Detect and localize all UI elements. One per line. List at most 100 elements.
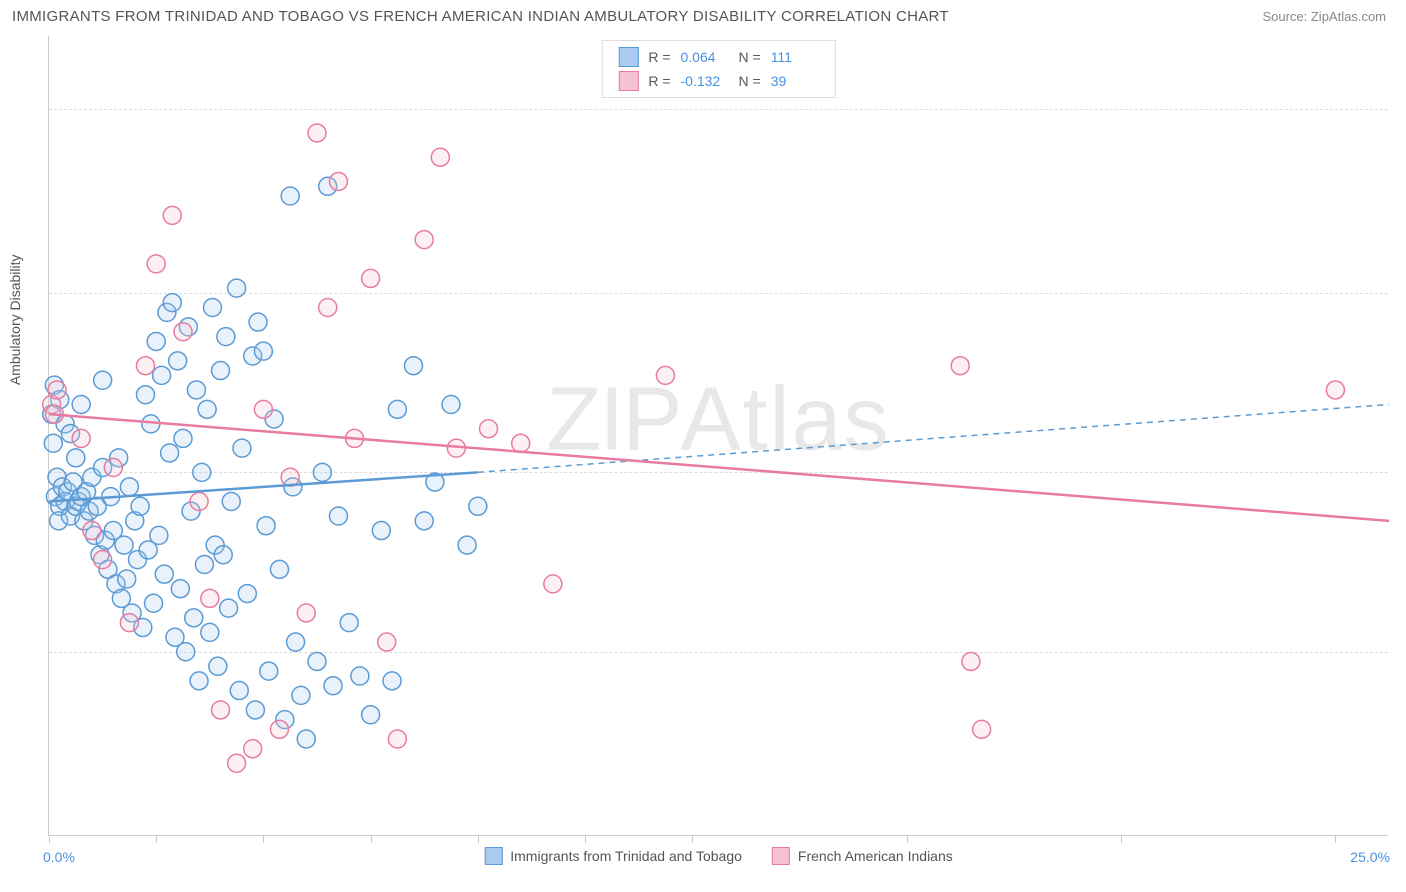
data-point (388, 400, 406, 418)
data-point (951, 357, 969, 375)
data-point (201, 589, 219, 607)
data-point (187, 381, 205, 399)
chart-plot-area: Ambulatory Disability ZIPAtlas 3.8%7.5%1… (48, 36, 1388, 836)
data-point (388, 730, 406, 748)
x-tick (1121, 835, 1122, 843)
data-point (222, 492, 240, 510)
x-tick (692, 835, 693, 843)
data-point (480, 420, 498, 438)
data-point (195, 555, 213, 573)
data-point (431, 148, 449, 166)
data-point (131, 497, 149, 515)
data-point (292, 686, 310, 704)
data-point (190, 492, 208, 510)
data-point (238, 585, 256, 603)
data-point (67, 449, 85, 467)
data-point (136, 357, 154, 375)
data-point (308, 652, 326, 670)
data-point (147, 332, 165, 350)
data-point (287, 633, 305, 651)
data-point (297, 604, 315, 622)
data-point (212, 362, 230, 380)
data-point (308, 124, 326, 142)
data-point (246, 701, 264, 719)
data-point (340, 614, 358, 632)
y-axis-title: Ambulatory Disability (7, 254, 23, 385)
legend-row-blue: R = 0.064 N = 111 (618, 45, 818, 69)
data-point (260, 662, 278, 680)
data-point (174, 323, 192, 341)
data-point (193, 463, 211, 481)
series-legend: Immigrants from Trinidad and Tobago Fren… (484, 847, 953, 865)
data-point (329, 507, 347, 525)
legend-item-blue: Immigrants from Trinidad and Tobago (484, 847, 742, 865)
data-point (249, 313, 267, 331)
data-point (383, 672, 401, 690)
data-point (257, 517, 275, 535)
data-point (404, 357, 422, 375)
data-point (378, 633, 396, 651)
data-point (169, 352, 187, 370)
data-point (217, 328, 235, 346)
data-point (174, 429, 192, 447)
data-point (136, 386, 154, 404)
data-point (362, 706, 380, 724)
data-point (120, 478, 138, 496)
data-point (1326, 381, 1344, 399)
data-point (48, 381, 66, 399)
data-point (319, 299, 337, 317)
x-tick (49, 835, 50, 843)
data-point (94, 371, 112, 389)
x-axis-max-label: 25.0% (1350, 849, 1390, 865)
trend-line-pink (49, 414, 1389, 521)
data-point (161, 444, 179, 462)
data-point (244, 740, 262, 758)
legend-swatch-icon (484, 847, 502, 865)
n-value-pink: 39 (771, 73, 819, 89)
data-point (72, 429, 90, 447)
data-point (44, 434, 62, 452)
data-point (254, 400, 272, 418)
data-point (233, 439, 251, 457)
data-point (214, 546, 232, 564)
data-point (270, 560, 288, 578)
data-point (145, 594, 163, 612)
n-value-blue: 111 (771, 49, 819, 65)
data-point (115, 536, 133, 554)
data-point (153, 366, 171, 384)
x-tick (156, 835, 157, 843)
x-tick (907, 835, 908, 843)
data-point (973, 720, 991, 738)
legend-swatch-pink (618, 71, 638, 91)
data-point (512, 434, 530, 452)
data-point (297, 730, 315, 748)
x-tick (1335, 835, 1336, 843)
legend-swatch-icon (772, 847, 790, 865)
legend-label-pink: French American Indians (798, 848, 953, 864)
data-point (415, 512, 433, 530)
data-point (212, 701, 230, 719)
x-tick (478, 835, 479, 843)
legend-label-blue: Immigrants from Trinidad and Tobago (510, 848, 742, 864)
legend-row-pink: R = -0.132 N = 39 (618, 69, 818, 93)
data-point (177, 643, 195, 661)
data-point (415, 231, 433, 249)
data-point (362, 269, 380, 287)
data-point (544, 575, 562, 593)
data-point (185, 609, 203, 627)
data-point (147, 255, 165, 273)
scatter-plot-svg (49, 36, 1388, 835)
data-point (329, 172, 347, 190)
data-point (281, 187, 299, 205)
data-point (313, 463, 331, 481)
correlation-legend: R = 0.064 N = 111 R = -0.132 N = 39 (601, 40, 835, 98)
data-point (324, 677, 342, 695)
data-point (351, 667, 369, 685)
legend-item-pink: French American Indians (772, 847, 953, 865)
x-tick (585, 835, 586, 843)
data-point (163, 294, 181, 312)
data-point (372, 522, 390, 540)
data-point (656, 366, 674, 384)
data-point (469, 497, 487, 515)
data-point (962, 652, 980, 670)
